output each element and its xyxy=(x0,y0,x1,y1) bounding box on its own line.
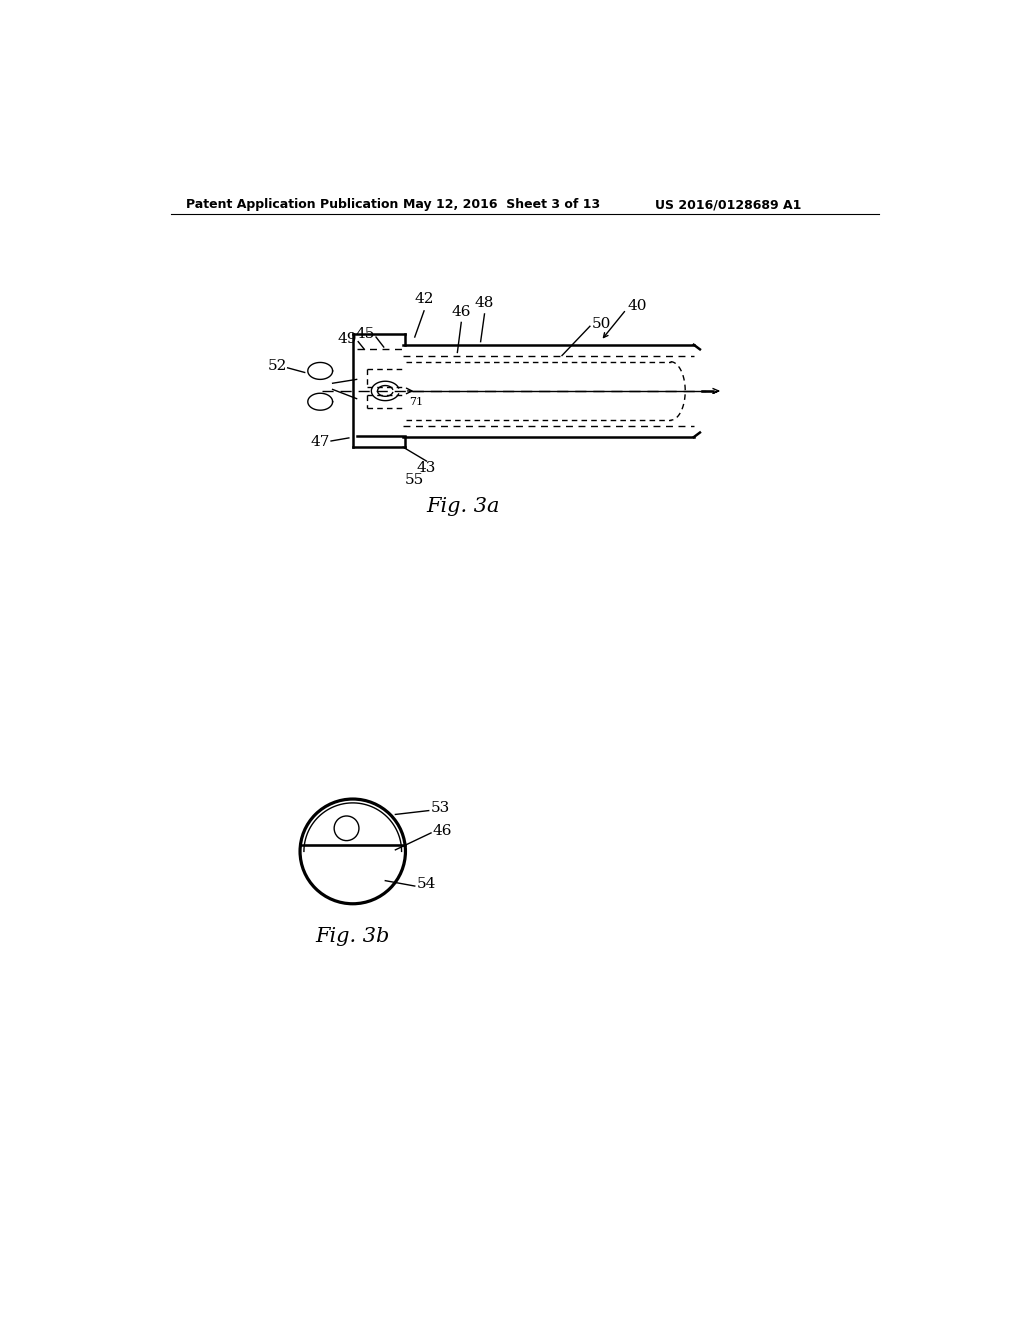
Text: 52: 52 xyxy=(267,359,287,374)
Text: 46: 46 xyxy=(452,305,471,318)
Text: 55: 55 xyxy=(406,473,424,487)
Text: 47: 47 xyxy=(311,434,331,449)
Text: 40: 40 xyxy=(628,300,647,313)
Text: Patent Application Publication: Patent Application Publication xyxy=(186,198,398,211)
Text: 48: 48 xyxy=(475,296,495,310)
Text: 42: 42 xyxy=(415,292,434,306)
Text: 43: 43 xyxy=(417,461,436,475)
Text: 45: 45 xyxy=(356,327,375,341)
Text: 54: 54 xyxy=(417,876,435,891)
Text: Fig. 3b: Fig. 3b xyxy=(315,927,390,946)
Text: US 2016/0128689 A1: US 2016/0128689 A1 xyxy=(655,198,802,211)
Text: 53: 53 xyxy=(430,800,450,814)
Text: 50: 50 xyxy=(592,317,611,331)
Text: May 12, 2016  Sheet 3 of 13: May 12, 2016 Sheet 3 of 13 xyxy=(403,198,600,211)
Text: 46: 46 xyxy=(432,824,452,838)
Text: Fig. 3a: Fig. 3a xyxy=(426,498,500,516)
Text: 49: 49 xyxy=(338,333,357,346)
Text: 71: 71 xyxy=(410,397,424,407)
